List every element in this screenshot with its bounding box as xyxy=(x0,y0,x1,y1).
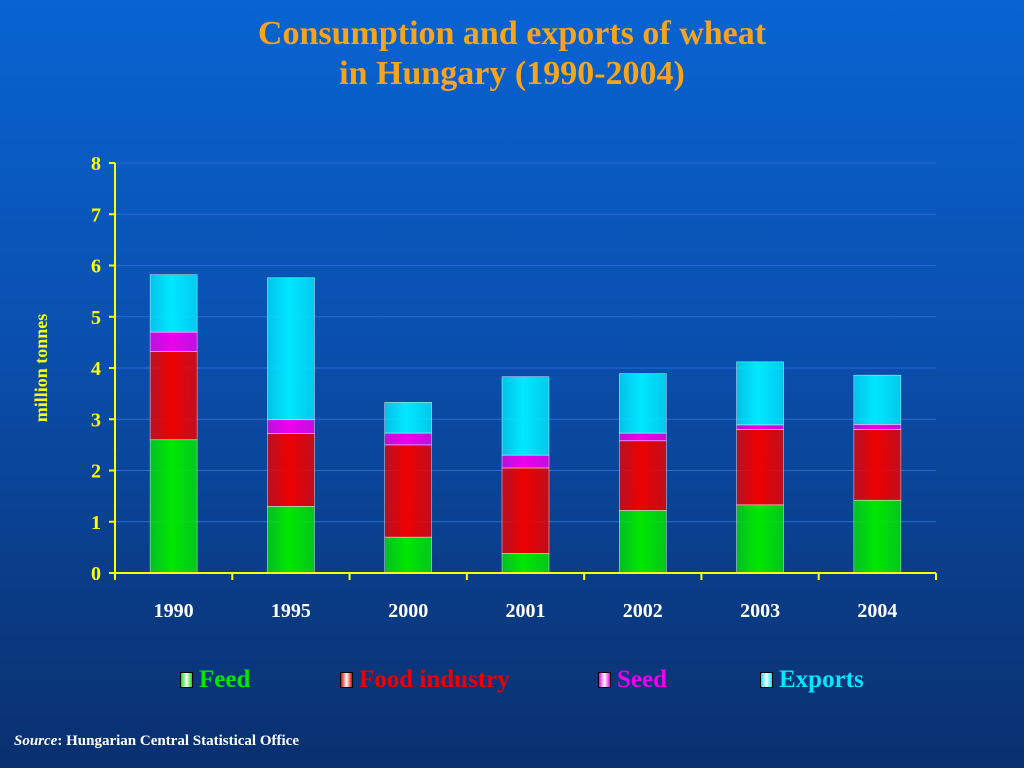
bar-segment-seed-1990 xyxy=(149,331,198,352)
legend-swatch xyxy=(180,672,193,688)
legend-label: Feed xyxy=(199,666,251,693)
bar-segment-exports-2004 xyxy=(853,374,902,425)
bar-segment-seed-2002 xyxy=(618,432,667,442)
legend-item-exports: Exports xyxy=(760,666,864,694)
bar-segment-food-industry-2004 xyxy=(853,429,902,501)
legend-item-feed: Feed xyxy=(180,666,250,694)
legend: Feed Food industry Seed Exports xyxy=(0,666,1024,700)
bar-segment-seed-2000 xyxy=(384,432,433,446)
legend-swatch xyxy=(598,672,611,688)
bar-segment-seed-2004 xyxy=(853,424,902,430)
bar-segment-feed-2000 xyxy=(384,536,433,574)
legend-label: Seed xyxy=(617,666,667,693)
bar-segment-feed-1995 xyxy=(267,506,315,574)
y-axis-label: million tonnes xyxy=(31,314,51,423)
x-tick-label: 1995 xyxy=(271,600,311,622)
bar-segment-food-industry-2003 xyxy=(736,429,784,506)
tick-labels: 0 1 2 3 4 5 6 7 8 1990 1995 2000 2001 2002 2003 2004 xyxy=(91,153,897,622)
y-tick-label: 5 xyxy=(91,307,101,329)
bar-segment-feed-2003 xyxy=(736,504,784,574)
bar-segment-feed-2001 xyxy=(501,553,550,574)
bar-segment-food-industry-2000 xyxy=(384,444,433,538)
bar-segment-exports-2000 xyxy=(384,402,433,434)
bar-segment-exports-1995 xyxy=(267,277,315,421)
title-line-1: Consumption and exports of wheat xyxy=(257,15,767,52)
bar-segment-food-industry-2001 xyxy=(501,467,550,554)
axes xyxy=(109,162,937,580)
y-tick-label: 4 xyxy=(91,358,101,380)
chart-title: Consumption and exports of wheat in Hung… xyxy=(0,14,1024,94)
legend-label: Exports xyxy=(779,666,864,693)
y-tick-label: 7 xyxy=(91,204,101,226)
bar-segment-exports-2001 xyxy=(501,376,550,456)
legend-item-food-industry: Food industry xyxy=(340,666,510,694)
bar-segment-exports-2003 xyxy=(736,361,784,426)
title-line-2: in Hungary (1990-2004) xyxy=(339,55,685,92)
bar-segment-food-industry-1995 xyxy=(267,433,315,507)
bar-segment-exports-2002 xyxy=(618,373,667,434)
y-tick-label: 3 xyxy=(91,409,101,431)
bar-segment-feed-2004 xyxy=(853,499,902,574)
stacked-bar-chart: 0 1 2 3 4 5 6 7 8 1990 1995 2000 2001 2002 2003 2004 mi… xyxy=(31,153,937,622)
legend-swatch xyxy=(340,672,353,688)
bars xyxy=(149,274,902,574)
x-tick-label: 2003 xyxy=(740,600,780,622)
y-tick-label: 2 xyxy=(91,461,101,483)
bar-segment-food-industry-1990 xyxy=(149,351,198,441)
bar-segment-seed-1995 xyxy=(267,419,315,434)
x-tick-label: 2004 xyxy=(857,600,897,622)
x-tick-label: 2002 xyxy=(623,600,663,622)
source-note: Source: Hungarian Central Statistical Of… xyxy=(14,733,299,750)
bar-segment-exports-1990 xyxy=(149,274,198,333)
source-text: : Hungarian Central Statistical Office xyxy=(57,733,299,749)
legend-item-seed: Seed xyxy=(598,666,667,694)
bar-segment-food-industry-2002 xyxy=(618,440,667,511)
source-label: Source xyxy=(14,733,58,749)
y-tick-label: 1 xyxy=(91,512,101,534)
y-tick-label: 6 xyxy=(91,256,101,278)
legend-label: Food industry xyxy=(359,666,510,693)
legend-swatch xyxy=(760,672,773,688)
y-tick-label: 0 xyxy=(91,563,101,585)
x-tick-label: 2001 xyxy=(506,600,546,622)
y-tick-label: 8 xyxy=(91,153,101,175)
bar-segment-seed-2003 xyxy=(736,424,784,430)
bar-segment-feed-1990 xyxy=(149,439,198,574)
bar-segment-feed-2002 xyxy=(618,510,667,574)
x-tick-label: 2000 xyxy=(388,600,428,622)
x-tick-label: 1990 xyxy=(154,600,194,622)
bar-segment-seed-2001 xyxy=(501,454,550,469)
